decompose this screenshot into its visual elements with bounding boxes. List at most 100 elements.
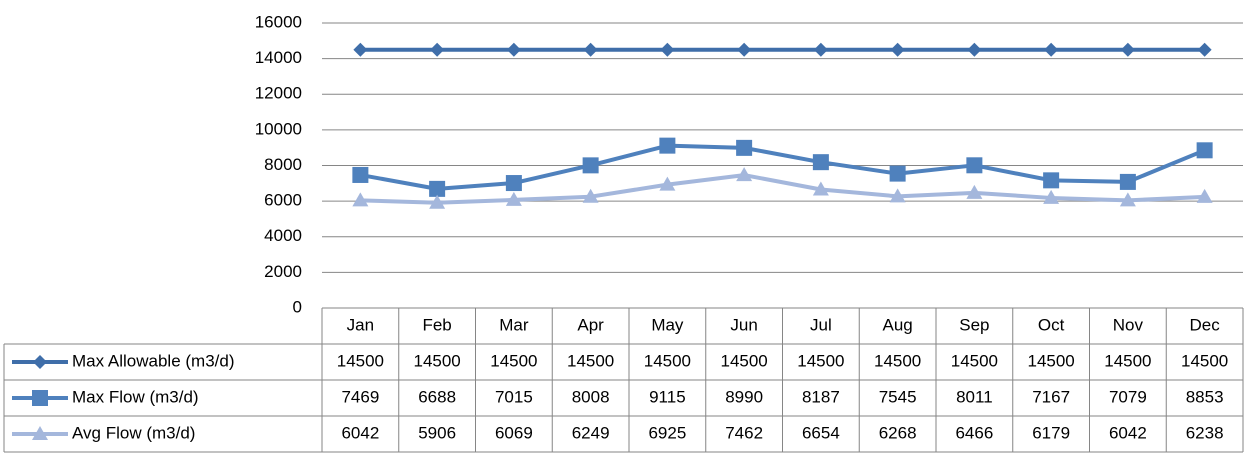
marker <box>966 157 983 174</box>
marker <box>736 167 753 182</box>
marker <box>582 157 599 174</box>
table-value: 7462 <box>725 423 763 442</box>
marker <box>582 188 599 203</box>
table-value: 8990 <box>725 387 763 406</box>
marker <box>967 42 982 57</box>
table-value: 6238 <box>1186 423 1224 442</box>
table-value: 6925 <box>648 423 686 442</box>
marker <box>583 42 598 57</box>
table-value: 14500 <box>720 351 767 370</box>
table-value: 8187 <box>802 387 840 406</box>
marker <box>659 176 676 191</box>
table-value: 14500 <box>1027 351 1074 370</box>
table-value: 14500 <box>951 351 998 370</box>
marker <box>352 166 369 183</box>
table-value: 6268 <box>879 423 917 442</box>
table-value: 6688 <box>418 387 456 406</box>
marker <box>659 137 676 154</box>
marker <box>660 42 675 57</box>
y-tick-label: 8000 <box>264 155 302 174</box>
table-value: 7545 <box>879 387 917 406</box>
series-line <box>360 173 1205 205</box>
legend-label: Avg Flow (m3/d) <box>72 423 195 442</box>
x-tick-label: Apr <box>577 315 604 334</box>
table-value: 14500 <box>874 351 921 370</box>
marker <box>429 194 446 209</box>
table-value: 14500 <box>1104 351 1151 370</box>
table-value: 6179 <box>1032 423 1070 442</box>
marker <box>1196 142 1213 159</box>
y-tick-label: 6000 <box>264 191 302 210</box>
x-tick-label: Aug <box>883 315 913 334</box>
table-value: 14500 <box>337 351 384 370</box>
table-value: 14500 <box>490 351 537 370</box>
marker <box>506 42 521 57</box>
table-value: 8011 <box>956 387 993 406</box>
table-value: 7469 <box>341 387 379 406</box>
table-value: 7015 <box>495 387 533 406</box>
table-value: 6069 <box>495 423 533 442</box>
marker <box>966 184 983 199</box>
legend-marker <box>32 390 48 406</box>
table-value: 14500 <box>567 351 614 370</box>
y-tick-label: 0 <box>293 297 302 316</box>
table-value: 6042 <box>341 423 379 442</box>
marker <box>812 154 829 171</box>
marker <box>737 42 752 57</box>
marker <box>1119 173 1136 190</box>
table-value: 7167 <box>1032 387 1070 406</box>
y-tick-label: 16000 <box>255 12 302 31</box>
marker <box>889 165 906 182</box>
table-value: 6654 <box>802 423 840 442</box>
marker <box>1120 42 1135 57</box>
y-tick-label: 4000 <box>264 226 302 245</box>
x-tick-label: Mar <box>499 315 529 334</box>
table-value: 8008 <box>572 387 610 406</box>
marker <box>353 42 368 57</box>
table-value: 6042 <box>1109 423 1147 442</box>
table-value: 14500 <box>644 351 691 370</box>
x-tick-label: Jan <box>347 315 374 334</box>
marker <box>736 139 753 156</box>
marker <box>1119 192 1136 207</box>
table-value: 8853 <box>1186 387 1224 406</box>
x-tick-label: Nov <box>1113 315 1144 334</box>
legend-label: Max Allowable (m3/d) <box>72 351 235 370</box>
y-tick-label: 2000 <box>264 262 302 281</box>
legend-marker <box>32 426 48 440</box>
table-value: 5906 <box>418 423 456 442</box>
marker <box>505 191 522 206</box>
marker <box>1196 188 1213 203</box>
y-tick-label: 10000 <box>255 119 302 138</box>
x-tick-label: Dec <box>1190 315 1221 334</box>
y-tick-label: 12000 <box>255 84 302 103</box>
marker <box>430 42 445 57</box>
marker <box>505 175 522 192</box>
legend-marker <box>33 355 47 369</box>
marker <box>890 42 905 57</box>
x-tick-label: Jun <box>730 315 757 334</box>
y-tick-label: 14000 <box>255 48 302 67</box>
legend-label: Max Flow (m3/d) <box>72 387 199 406</box>
marker <box>429 180 446 197</box>
table-value: 7079 <box>1109 387 1147 406</box>
table-value: 9115 <box>649 387 686 406</box>
marker <box>889 188 906 203</box>
table-value: 6466 <box>955 423 993 442</box>
marker <box>1044 42 1059 57</box>
marker <box>1043 172 1060 189</box>
x-tick-label: Sep <box>959 315 989 334</box>
x-tick-label: Jul <box>810 315 832 334</box>
marker <box>1043 189 1060 204</box>
table-value: 6249 <box>572 423 610 442</box>
table-value: 14500 <box>413 351 460 370</box>
x-tick-label: Feb <box>422 315 451 334</box>
x-tick-label: May <box>651 315 684 334</box>
marker <box>352 192 369 207</box>
marker <box>812 181 829 196</box>
marker <box>1197 42 1212 57</box>
table-value: 14500 <box>797 351 844 370</box>
series-line <box>360 143 1206 191</box>
x-tick-label: Oct <box>1038 315 1065 334</box>
